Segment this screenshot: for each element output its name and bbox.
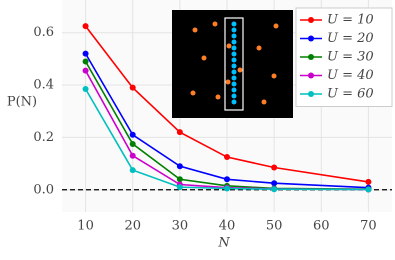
series-line xyxy=(84,53,369,189)
y-tick-label: 0.6 xyxy=(33,25,54,40)
legend-marker xyxy=(308,17,314,23)
data-point xyxy=(129,84,136,91)
data-point xyxy=(82,58,89,65)
inset-image xyxy=(172,10,293,118)
data-point xyxy=(271,164,278,171)
data-point xyxy=(271,180,278,187)
y-tick-label: 0.2 xyxy=(33,130,54,145)
x-axis-label: N xyxy=(217,236,230,251)
x-tick-label: 50 xyxy=(266,219,283,234)
data-point xyxy=(224,185,230,192)
x-tick-label: 40 xyxy=(219,219,236,234)
y-tick-label: 0.4 xyxy=(33,78,54,93)
data-point xyxy=(224,154,230,161)
data-point xyxy=(129,167,136,174)
legend-marker xyxy=(308,91,314,97)
data-point xyxy=(129,152,136,159)
data-point xyxy=(129,140,136,147)
x-tick-label: 10 xyxy=(77,219,94,234)
x-tick-label: 60 xyxy=(313,219,330,234)
data-point xyxy=(365,186,372,193)
data-point xyxy=(176,176,183,183)
data-point xyxy=(365,178,372,185)
x-tick-label: 30 xyxy=(172,219,189,234)
legend-label: U = 20 xyxy=(327,31,374,46)
data-point xyxy=(82,50,89,57)
data-point xyxy=(271,186,278,193)
x-tick-label: 20 xyxy=(124,219,141,234)
marks xyxy=(62,23,392,193)
series-line xyxy=(84,88,369,191)
data-point xyxy=(176,184,183,191)
data-point xyxy=(82,23,89,30)
legend: U = 10 U = 20 U = 30 U = 40 U = 60 xyxy=(295,7,393,107)
legend-marker xyxy=(308,35,314,42)
legend-label: U = 30 xyxy=(327,50,374,65)
legend-marker xyxy=(308,72,314,79)
series-line xyxy=(84,25,369,183)
legend-marker xyxy=(308,54,314,60)
data-point xyxy=(176,129,183,136)
legend-label: U = 40 xyxy=(327,68,374,83)
x-tick-label: 70 xyxy=(360,219,377,234)
data-point xyxy=(82,67,89,74)
data-point xyxy=(82,85,89,92)
legend-label: U = 10 xyxy=(327,13,374,28)
legend-label: U = 60 xyxy=(327,87,374,102)
data-point xyxy=(224,176,230,183)
y-axis-label: P(N) xyxy=(7,95,37,110)
y-tick-label: 0.0 xyxy=(33,182,54,197)
data-point xyxy=(129,131,136,138)
data-point xyxy=(176,163,183,170)
